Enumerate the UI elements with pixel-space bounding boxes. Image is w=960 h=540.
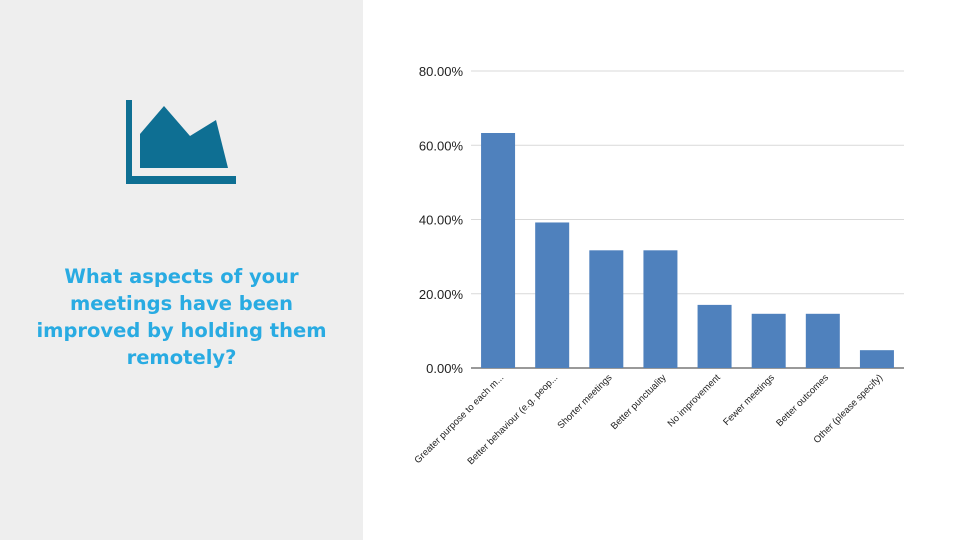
area-chart-icon: [126, 100, 236, 184]
bar: [805, 313, 840, 368]
y-tick-label: 60.00%: [419, 138, 464, 153]
bar: [481, 132, 516, 368]
y-tick-label: 20.00%: [419, 287, 464, 302]
bars: [481, 132, 894, 368]
y-axis-tick-labels: 0.00% 20.00% 40.00% 60.00% 80.00%: [419, 64, 464, 376]
bar-chart: 0.00% 20.00% 40.00% 60.00% 80.00% Greater pu…: [413, 64, 904, 467]
bar: [535, 222, 570, 368]
x-tick-label: Fewer meetings: [721, 372, 777, 428]
x-tick-label: Better punctuality: [609, 372, 669, 432]
question-text: What aspects of your meetings have been …: [36, 265, 327, 369]
x-axis-tick-labels: Greater purpose to each m...Better behav…: [413, 372, 886, 467]
x-tick-label: Shorter meetings: [556, 372, 615, 431]
bar: [643, 250, 678, 368]
x-tick-label: No improvement: [666, 372, 723, 429]
y-tick-label: 40.00%: [419, 213, 464, 228]
x-tick-label: Greater purpose to each m...: [413, 372, 507, 466]
y-tick-label: 80.00%: [419, 64, 464, 79]
bar: [697, 304, 732, 368]
bar: [751, 313, 786, 368]
y-tick-label: 0.00%: [426, 361, 463, 376]
left-panel: What aspects of your meetings have been …: [0, 0, 363, 540]
bar: [859, 350, 894, 368]
x-tick-label: Better behaviour (e.g. peop...: [466, 372, 561, 467]
bar: [589, 250, 624, 368]
x-tick-label: Better outcomes: [774, 372, 831, 429]
